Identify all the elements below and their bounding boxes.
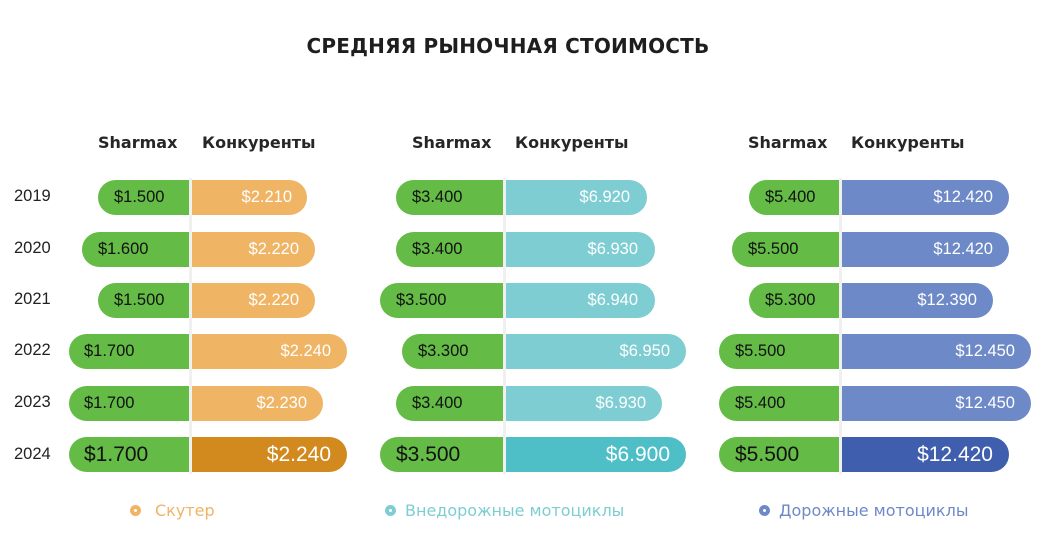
bar-sharmax-road-2019: $5.400: [749, 180, 839, 215]
bar-sharmax-road-2023: $5.400: [719, 386, 839, 421]
bar-sharmax-scooter-2020: $1.600: [82, 232, 189, 267]
value-label: $1.700: [84, 394, 135, 412]
legend-label: Внедорожные мотоциклы: [405, 501, 625, 520]
year-label: 2020: [14, 239, 51, 257]
value-label: $5.500: [735, 442, 800, 466]
bar-competitors-scooter-2023: $2.230: [192, 386, 323, 421]
bar-competitors-road-2023: $12.450: [842, 386, 1031, 421]
bar-sharmax-scooter-2022: $1.700: [69, 334, 189, 369]
bar-competitors-offroad-2020: $6.930: [506, 232, 655, 267]
bar-competitors-scooter-2019: $2.210: [192, 180, 307, 215]
legend-label: Дорожные мотоциклы: [779, 501, 969, 520]
header-competitors-scooter: Конкуренты: [202, 133, 316, 152]
divider-scooter: [189, 178, 192, 474]
bar-competitors-scooter-2024: $2.240: [192, 437, 347, 472]
header-sharmax-offroad: Sharmax: [412, 133, 492, 152]
value-label: $2.230: [256, 394, 307, 412]
header-sharmax-scooter: Sharmax: [98, 133, 178, 152]
year-label: 2019: [14, 187, 51, 205]
value-label: $5.400: [765, 188, 816, 206]
bar-competitors-road-2022: $12.450: [842, 334, 1031, 369]
value-label: $5.500: [748, 240, 799, 258]
legend-label: Скутер: [155, 501, 215, 520]
header-competitors-road: Конкуренты: [851, 133, 965, 152]
bar-competitors-scooter-2022: $2.240: [192, 334, 347, 369]
bar-competitors-offroad-2019: $6.920: [506, 180, 647, 215]
value-label: $6.940: [587, 291, 638, 309]
value-label: $2.220: [248, 291, 299, 309]
bar-competitors-road-2024: $12.420: [842, 437, 1009, 472]
value-label: $3.400: [412, 394, 463, 412]
value-label: $1.600: [98, 240, 149, 258]
bar-competitors-road-2019: $12.420: [842, 180, 1009, 215]
value-label: $1.500: [114, 291, 165, 309]
bar-sharmax-scooter-2019: $1.500: [98, 180, 189, 215]
bar-sharmax-scooter-2021: $1.500: [98, 283, 189, 318]
value-label: $12.390: [917, 291, 977, 309]
bar-competitors-offroad-2022: $6.950: [506, 334, 686, 369]
bar-sharmax-road-2022: $5.500: [719, 334, 839, 369]
bar-sharmax-offroad-2022: $3.300: [402, 334, 503, 369]
bar-sharmax-scooter-2024: $1.700: [69, 437, 189, 472]
value-label: $2.210: [241, 188, 292, 206]
value-label: $5.300: [765, 291, 816, 309]
value-label: $3.300: [418, 342, 469, 360]
bar-sharmax-offroad-2021: $3.500: [380, 283, 503, 318]
value-label: $1.500: [114, 188, 165, 206]
value-label: $12.420: [933, 240, 993, 258]
header-competitors-offroad: Конкуренты: [515, 133, 629, 152]
value-label: $6.930: [595, 394, 646, 412]
bar-competitors-scooter-2020: $2.220: [192, 232, 315, 267]
value-label: $12.450: [955, 342, 1015, 360]
value-label: $3.400: [412, 188, 463, 206]
bar-competitors-offroad-2023: $6.930: [506, 386, 662, 421]
bar-sharmax-road-2021: $5.300: [749, 283, 839, 318]
value-label: $3.400: [412, 240, 463, 258]
value-label: $6.900: [605, 442, 670, 466]
year-label: 2021: [14, 290, 51, 308]
value-label: $1.700: [84, 342, 135, 360]
legend-item-offroad: Внедорожные мотоциклы: [385, 501, 624, 520]
bar-sharmax-offroad-2020: $3.400: [396, 232, 503, 267]
bar-competitors-road-2021: $12.390: [842, 283, 993, 318]
bar-competitors-road-2020: $12.420: [842, 232, 1009, 267]
divider-road: [839, 178, 842, 474]
bar-sharmax-road-2020: $5.500: [732, 232, 839, 267]
value-label: $6.950: [619, 342, 670, 360]
bar-sharmax-road-2024: $5.500: [719, 437, 839, 472]
legend-dot-icon: [385, 505, 396, 516]
bar-competitors-offroad-2021: $6.940: [506, 283, 655, 318]
bar-sharmax-scooter-2023: $1.700: [69, 386, 189, 421]
value-label: $1.700: [84, 442, 149, 466]
value-label: $12.450: [955, 394, 1015, 412]
bar-sharmax-offroad-2019: $3.400: [396, 180, 503, 215]
value-label: $6.930: [587, 240, 638, 258]
value-label: $2.240: [280, 342, 331, 360]
legend-dot-icon: [130, 505, 141, 516]
value-label: $2.220: [248, 240, 299, 258]
value-label: $12.420: [933, 188, 993, 206]
value-label: $3.500: [396, 442, 461, 466]
legend-dot-icon: [759, 505, 770, 516]
value-label: $12.420: [917, 442, 993, 466]
value-label: $3.500: [396, 291, 447, 309]
year-label: 2023: [14, 393, 51, 411]
value-label: $2.240: [266, 442, 331, 466]
value-label: $6.920: [579, 188, 630, 206]
legend-item-scooter: Скутер: [130, 501, 215, 520]
bar-competitors-scooter-2021: $2.220: [192, 283, 315, 318]
year-label: 2022: [14, 341, 51, 359]
chart-title: СРЕДНЯЯ РЫНОЧНАЯ СТОИМОСТЬ: [306, 34, 710, 58]
divider-offroad: [503, 178, 506, 474]
value-label: $5.400: [735, 394, 786, 412]
bar-sharmax-offroad-2023: $3.400: [396, 386, 503, 421]
bar-sharmax-offroad-2024: $3.500: [380, 437, 503, 472]
header-sharmax-road: Sharmax: [748, 133, 828, 152]
year-label: 2024: [14, 445, 51, 463]
bar-competitors-offroad-2024: $6.900: [506, 437, 686, 472]
legend-item-road: Дорожные мотоциклы: [759, 501, 968, 520]
value-label: $5.500: [735, 342, 786, 360]
